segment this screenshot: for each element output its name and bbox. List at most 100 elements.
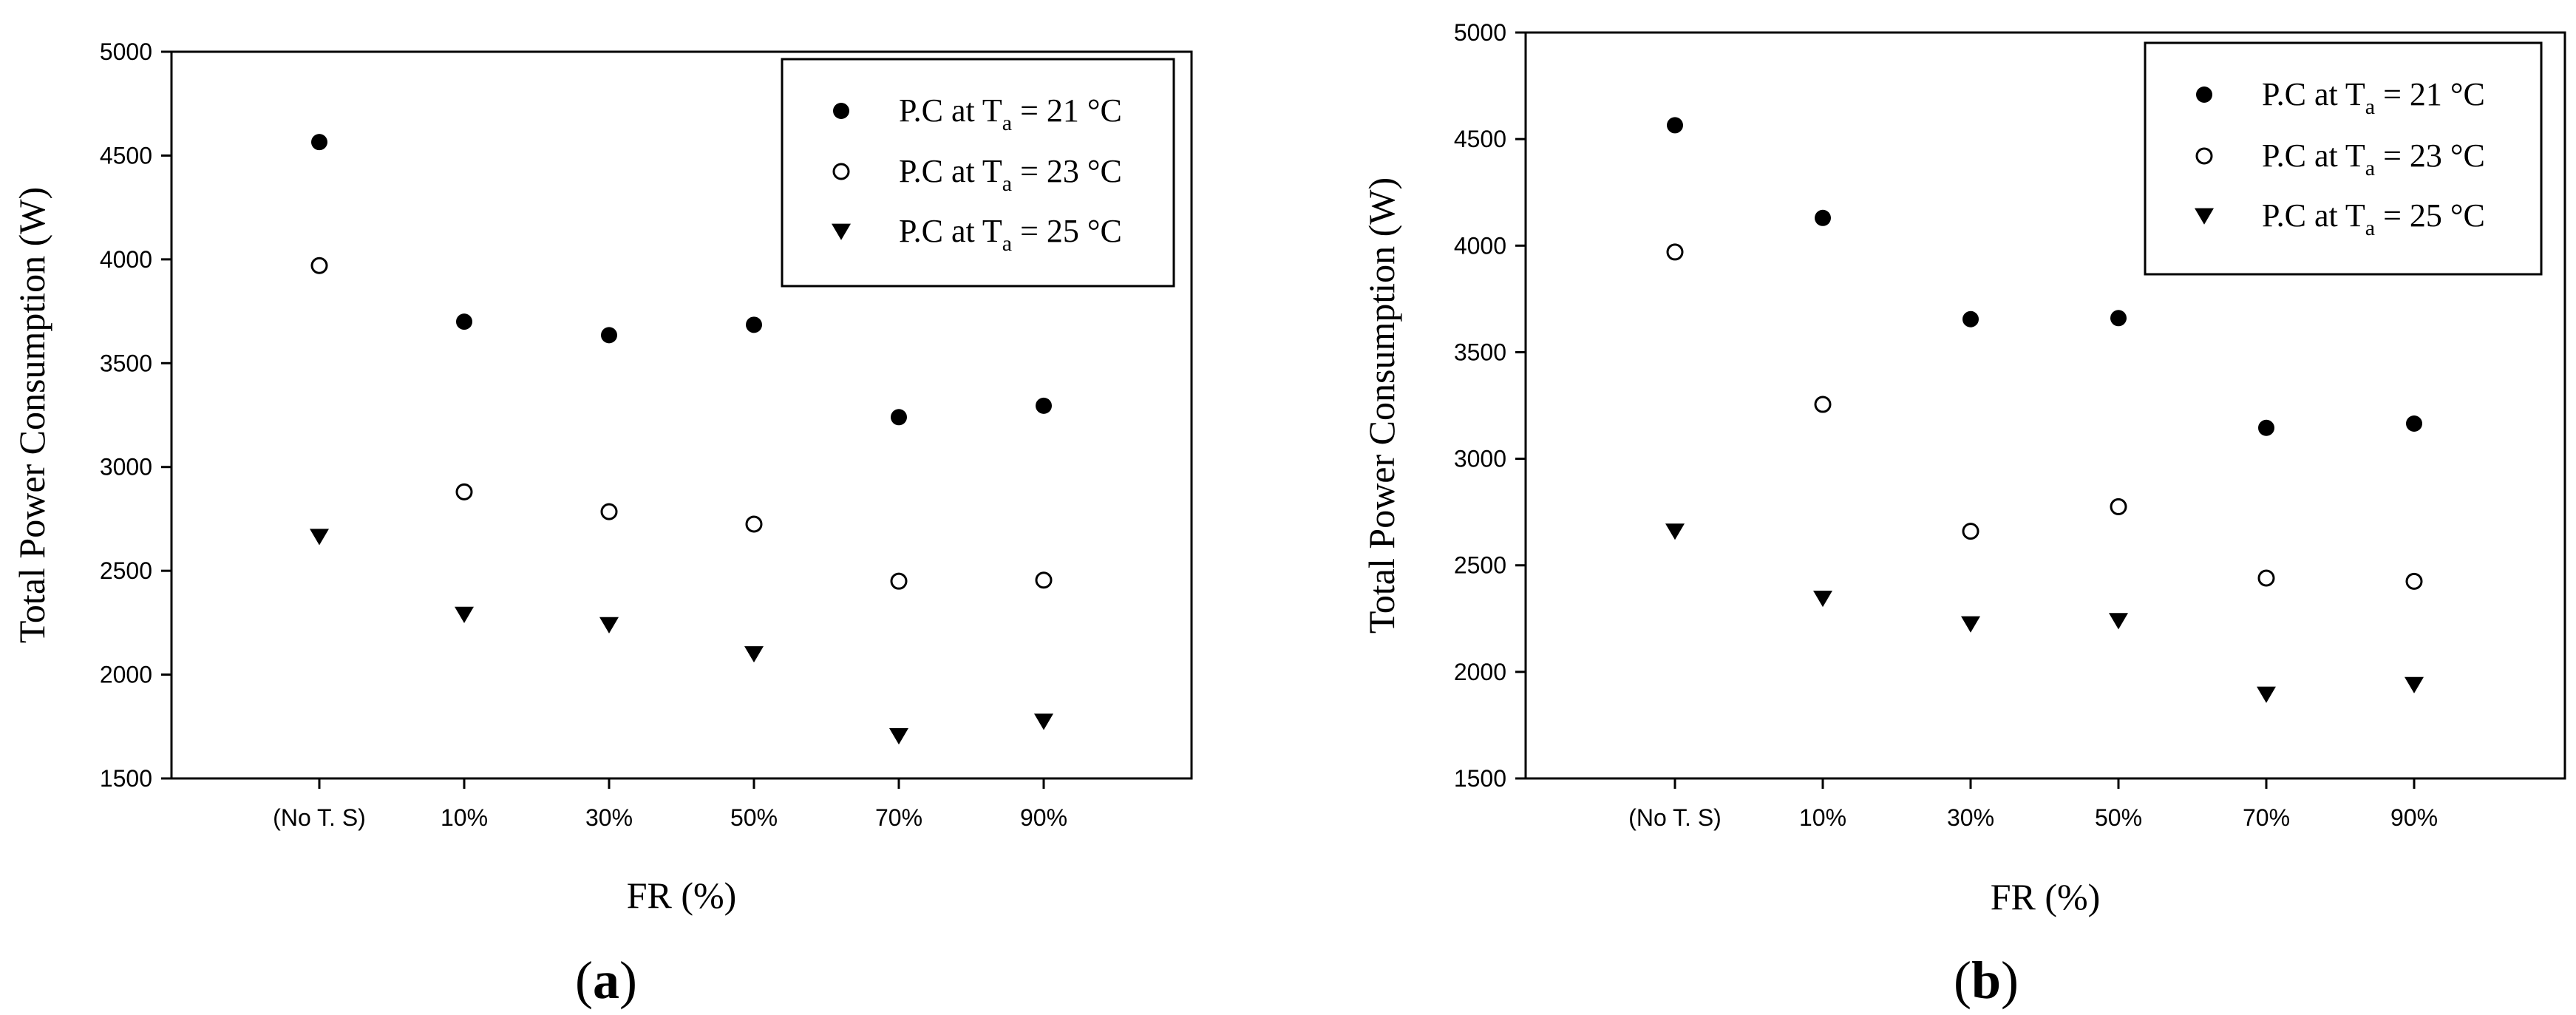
legend: P.C at Ta = 21 °CP.C at Ta = 23 °CP.C at… bbox=[2144, 41, 2543, 276]
legend-entry: P.C at Ta = 25 °C bbox=[899, 213, 1122, 256]
legend-text-subscript: a bbox=[1002, 111, 1012, 135]
chart-panel-a: 1500 2000 2500 3000 3500 4000 4500 5000 (No T. S… bbox=[11, 38, 1193, 1010]
legend-marker bbox=[2195, 147, 2213, 165]
data-point-series-3 bbox=[310, 529, 329, 546]
x-tick-label: 70% bbox=[875, 804, 922, 831]
data-point-series-3 bbox=[744, 646, 764, 663]
data-point-series-1 bbox=[1962, 310, 1979, 327]
y-tick-label: 4500 bbox=[100, 142, 152, 169]
data-point-series-1 bbox=[456, 313, 472, 330]
y-tick-label: 3500 bbox=[100, 350, 152, 376]
panel-label: (a) bbox=[575, 951, 637, 1010]
x-tick-label: 70% bbox=[2243, 804, 2290, 831]
legend-text-subscript: a bbox=[2365, 95, 2375, 119]
data-point-series-2 bbox=[600, 503, 618, 520]
y-tick-label: 2500 bbox=[1454, 552, 1506, 579]
y-tick-label: 1500 bbox=[100, 765, 152, 792]
legend-entry: P.C at Ta = 21 °C bbox=[899, 92, 1122, 135]
legend-text-tail: = 25 °C bbox=[2375, 197, 2485, 234]
legend-entry: P.C at Ta = 25 °C bbox=[2262, 197, 2485, 240]
legend-entry: P.C at Ta = 23 °C bbox=[899, 153, 1122, 196]
data-point-series-2 bbox=[455, 483, 473, 500]
y-axis-title: Total Power Consumption (W) bbox=[1361, 177, 1402, 634]
panel-label-letter: b bbox=[1971, 951, 2001, 1010]
x-axis-title: FR (%) bbox=[1991, 876, 2101, 917]
data-point-series-1 bbox=[2258, 419, 2274, 436]
legend-marker bbox=[2196, 86, 2212, 103]
data-point-series-2 bbox=[2405, 572, 2423, 590]
y-tick-label: 3500 bbox=[1454, 339, 1506, 365]
data-point-series-3 bbox=[599, 617, 619, 634]
y-axis-title: Total Power Consumption (W) bbox=[11, 187, 52, 643]
data-point-series-3 bbox=[889, 728, 908, 745]
data-point-series-1 bbox=[1667, 117, 1683, 134]
x-tick-label: 10% bbox=[441, 804, 488, 831]
legend-text-tail: = 25 °C bbox=[1012, 213, 1122, 249]
x-tick-label: (No T. S) bbox=[273, 804, 366, 831]
x-tick-label: 90% bbox=[2390, 804, 2438, 831]
x-tick-label: 90% bbox=[1020, 804, 1067, 831]
legend-text-main: P.C at T bbox=[899, 92, 1002, 129]
data-point-series-1 bbox=[891, 409, 907, 426]
data-point-series-3 bbox=[455, 606, 474, 623]
data-point-series-1 bbox=[1036, 397, 1052, 414]
x-tick-label: 30% bbox=[585, 804, 633, 831]
legend-text-tail: = 21 °C bbox=[2375, 76, 2485, 112]
y-tick-label: 3000 bbox=[1454, 446, 1506, 472]
y-tick-label: 4000 bbox=[100, 246, 152, 273]
y-tick-label: 4500 bbox=[1454, 126, 1506, 152]
legend-text-main: P.C at T bbox=[899, 213, 1002, 249]
legend-text-tail: = 23 °C bbox=[1012, 153, 1122, 189]
data-point-series-2 bbox=[1814, 396, 1832, 413]
data-point-series-3 bbox=[2257, 686, 2276, 703]
legend-marker bbox=[2195, 208, 2214, 225]
y-tick-label: 2000 bbox=[100, 662, 152, 688]
data-point-series-2 bbox=[1666, 243, 1684, 261]
legend-marker bbox=[832, 223, 851, 240]
data-point-series-1 bbox=[601, 327, 617, 344]
panel-label-open: ( bbox=[1954, 951, 1971, 1010]
data-point-series-2 bbox=[310, 257, 328, 274]
y-tick-label: 1500 bbox=[1454, 765, 1506, 792]
panel-label-open: ( bbox=[575, 951, 593, 1010]
data-point-series-2 bbox=[890, 572, 908, 590]
legend-text-subscript: a bbox=[1002, 172, 1012, 196]
data-point-series-2 bbox=[745, 515, 763, 533]
data-point-series-3 bbox=[2109, 613, 2128, 630]
x-tick-label: 10% bbox=[1799, 804, 1846, 831]
legend-text-subscript: a bbox=[2365, 216, 2375, 240]
data-point-series-3 bbox=[2405, 676, 2424, 693]
y-tick-label: 2500 bbox=[100, 557, 152, 584]
x-axis-title: FR (%) bbox=[627, 875, 737, 916]
data-point-series-2 bbox=[2110, 498, 2127, 515]
panel-label-close: ) bbox=[2001, 951, 2019, 1010]
plot-frame bbox=[170, 50, 1193, 780]
data-point-series-1 bbox=[746, 316, 762, 333]
legend: P.C at Ta = 21 °CP.C at Ta = 23 °CP.C at… bbox=[781, 58, 1175, 288]
data-point-series-3 bbox=[1961, 616, 1980, 633]
y-tick-label: 3000 bbox=[100, 454, 152, 481]
legend-marker bbox=[833, 103, 849, 119]
legend-text-subscript: a bbox=[2365, 156, 2375, 180]
legend-text-main: P.C at T bbox=[899, 153, 1002, 189]
data-point-series-2 bbox=[1035, 571, 1053, 589]
plot-frame bbox=[1524, 31, 2566, 780]
legend-text-tail: = 23 °C bbox=[2375, 138, 2485, 174]
legend-entry: P.C at Ta = 21 °C bbox=[2262, 76, 2485, 119]
legend-marker bbox=[832, 163, 850, 180]
panel-label-letter: a bbox=[593, 951, 619, 1010]
x-tick-label: 30% bbox=[1947, 804, 1994, 831]
panel-label-close: ) bbox=[619, 951, 637, 1010]
x-tick-label: 50% bbox=[730, 804, 778, 831]
data-point-series-3 bbox=[1813, 590, 1832, 608]
data-point-series-2 bbox=[2257, 569, 2275, 587]
legend-entry: P.C at Ta = 23 °C bbox=[2262, 138, 2485, 180]
x-tick-label: (No T. S) bbox=[1628, 804, 1722, 831]
data-point-series-1 bbox=[311, 134, 327, 151]
legend-text-main: P.C at T bbox=[2262, 76, 2365, 112]
legend-text-tail: = 21 °C bbox=[1012, 92, 1122, 129]
data-point-series-1 bbox=[2406, 415, 2422, 432]
data-point-series-2 bbox=[1962, 523, 1979, 540]
y-tick-label: 5000 bbox=[100, 38, 152, 65]
